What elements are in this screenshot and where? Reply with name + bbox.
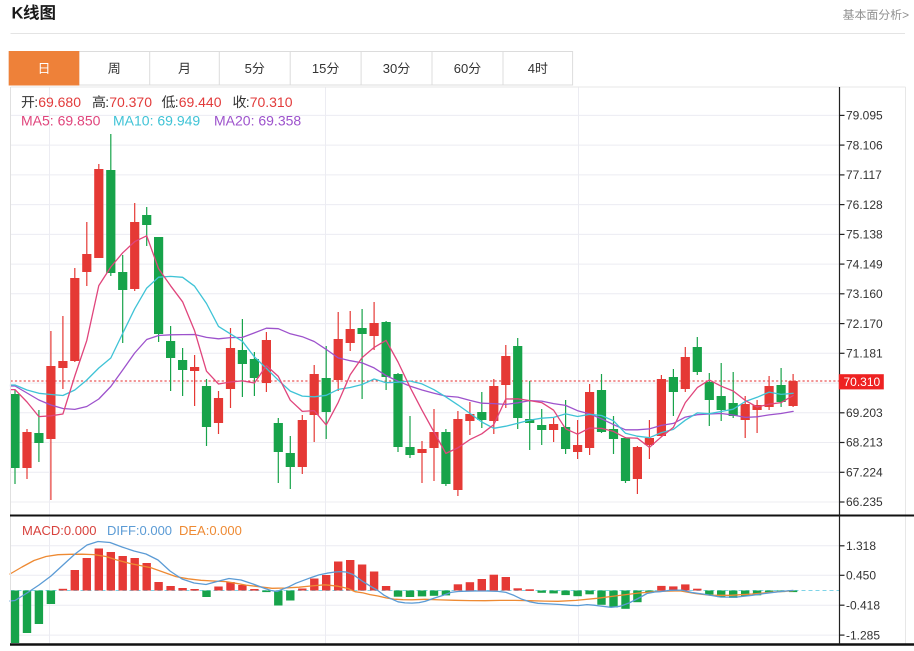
svg-text:67.224: 67.224 (846, 465, 883, 479)
svg-text::: : (175, 94, 179, 110)
svg-text:0.450: 0.450 (846, 569, 876, 583)
svg-text:DEA:0.000: DEA:0.000 (179, 523, 242, 538)
svg-text:60: 60 (454, 61, 468, 76)
svg-text:78.106: 78.106 (846, 138, 883, 152)
svg-text:MA5: 69.850: MA5: 69.850 (21, 113, 101, 129)
svg-text:-1.285: -1.285 (846, 628, 880, 642)
svg-text:DIFF:0.000: DIFF:0.000 (107, 523, 172, 538)
svg-text::: : (105, 94, 109, 110)
svg-text:66.235: 66.235 (846, 495, 883, 509)
svg-text:73.160: 73.160 (846, 287, 883, 301)
svg-text:70.370: 70.370 (109, 94, 152, 110)
svg-text:30: 30 (383, 61, 397, 76)
svg-text::: : (246, 94, 250, 110)
svg-text:5: 5 (245, 61, 252, 76)
svg-text:-0.418: -0.418 (846, 598, 880, 612)
svg-text:1.318: 1.318 (846, 539, 876, 553)
svg-text:77.117: 77.117 (846, 168, 882, 182)
svg-text:69.440: 69.440 (179, 94, 222, 110)
svg-text:4: 4 (528, 61, 535, 76)
svg-text:70.310: 70.310 (844, 375, 881, 389)
svg-text:72.170: 72.170 (846, 317, 883, 331)
svg-text:79.095: 79.095 (846, 109, 883, 123)
svg-text:MA20: 69.358: MA20: 69.358 (214, 113, 301, 129)
svg-text:MACD:0.000: MACD:0.000 (22, 523, 96, 538)
svg-text:MA10: 69.949: MA10: 69.949 (113, 113, 200, 129)
svg-text:74.149: 74.149 (846, 257, 883, 271)
svg-text::: : (34, 94, 38, 110)
svg-text:>: > (902, 8, 909, 22)
svg-text:69.203: 69.203 (846, 406, 883, 420)
svg-text:76.128: 76.128 (846, 198, 883, 212)
svg-text:15: 15 (312, 61, 326, 76)
svg-text:71.181: 71.181 (846, 347, 883, 361)
svg-text:70.310: 70.310 (250, 94, 293, 110)
svg-text:69.680: 69.680 (38, 94, 81, 110)
svg-text:75.138: 75.138 (846, 228, 883, 242)
svg-text:68.213: 68.213 (846, 436, 883, 450)
